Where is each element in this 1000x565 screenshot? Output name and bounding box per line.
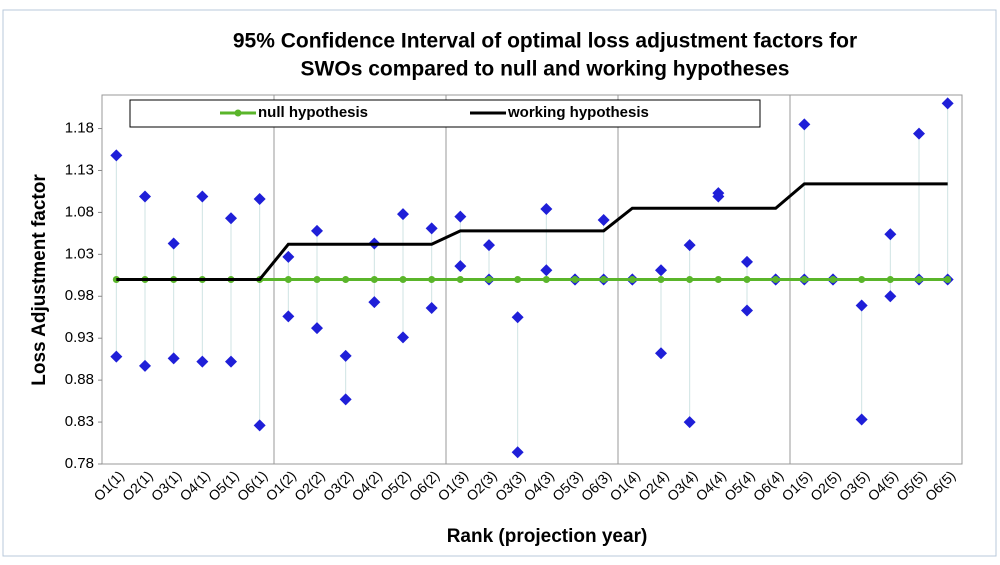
- series-marker: [829, 276, 837, 283]
- series-marker: [600, 276, 608, 283]
- interval-marker: [282, 250, 295, 263]
- series-marker: [858, 276, 866, 283]
- y-tick-label: 1.18: [65, 120, 94, 137]
- interval-marker: [884, 290, 897, 303]
- legend-label: null hypothesis: [258, 104, 368, 121]
- y-tick-label: 0.88: [65, 371, 94, 388]
- series-marker: [542, 276, 550, 283]
- y-tick-label: 0.93: [65, 329, 94, 346]
- interval-marker: [741, 255, 753, 268]
- series-marker: [428, 276, 436, 283]
- series-marker: [514, 276, 522, 283]
- series-marker: [657, 276, 665, 283]
- interval-marker: [110, 350, 123, 363]
- series-marker: [571, 276, 579, 283]
- interval-marker: [683, 239, 696, 252]
- y-tick-label: 0.83: [65, 413, 94, 430]
- series-marker: [800, 276, 808, 283]
- interval-marker: [167, 352, 180, 365]
- interval-marker: [196, 355, 209, 368]
- series-marker: [886, 276, 894, 283]
- x-axis-title: Rank (projection year): [447, 526, 648, 547]
- interval-marker: [511, 446, 524, 459]
- series-marker: [944, 276, 952, 283]
- series-line: [116, 182, 948, 281]
- interval-marker: [941, 97, 954, 110]
- interval-marker: [311, 322, 323, 335]
- interval-marker: [397, 208, 409, 221]
- y-tick-label: 1.03: [65, 245, 94, 262]
- series-marker: [772, 276, 780, 283]
- y-tick-label: 1.08: [65, 203, 94, 220]
- y-tick-label: 0.78: [65, 455, 94, 472]
- interval-marker: [540, 203, 553, 216]
- chart-title: SWOs compared to null and working hypoth…: [301, 58, 790, 81]
- interval-marker: [683, 416, 696, 429]
- interval-marker: [712, 190, 725, 203]
- interval-marker: [511, 311, 524, 324]
- series-marker: [743, 276, 751, 283]
- legend-marker: [234, 109, 242, 117]
- interval-marker: [483, 239, 495, 252]
- interval-marker: [110, 149, 123, 162]
- plot-area: [101, 94, 963, 465]
- legend-label: working hypothesis: [507, 104, 649, 121]
- chart-title: 95% Confidence Interval of optimal loss …: [233, 30, 857, 53]
- interval-marker: [311, 224, 323, 237]
- series-marker: [714, 276, 722, 283]
- interval-marker: [139, 190, 151, 203]
- series-marker: [284, 276, 292, 283]
- y-axis-title: Loss Adjustment factor: [29, 174, 50, 386]
- interval-marker: [913, 127, 925, 140]
- interval-marker: [196, 190, 209, 203]
- interval-marker: [368, 296, 381, 309]
- interval-marker: [253, 419, 266, 432]
- interval-marker: [339, 393, 352, 406]
- interval-marker: [655, 347, 667, 360]
- interval-marker: [741, 304, 753, 317]
- series-marker: [686, 276, 694, 283]
- y-tick-label: 0.98: [65, 287, 94, 304]
- interval-marker: [454, 260, 467, 273]
- interval-marker: [339, 349, 352, 362]
- interval-marker: [253, 192, 266, 205]
- interval-marker: [798, 118, 811, 131]
- chart-frame: [2, 9, 997, 557]
- interval-marker: [855, 413, 868, 426]
- series-marker: [313, 276, 321, 283]
- interval-marker: [597, 213, 610, 226]
- interval-marker: [139, 359, 151, 372]
- interval-marker: [167, 237, 180, 250]
- y-tick-label: 1.13: [65, 161, 94, 178]
- series-marker: [370, 276, 378, 283]
- interval-marker: [225, 212, 237, 225]
- interval-marker: [884, 228, 897, 241]
- series-marker: [628, 276, 636, 283]
- series-marker: [915, 276, 923, 283]
- interval-marker: [855, 299, 868, 312]
- interval-marker: [282, 310, 295, 323]
- series-marker: [456, 276, 464, 283]
- series-marker: [485, 276, 493, 283]
- interval-marker: [425, 222, 438, 235]
- interval-marker: [425, 302, 438, 315]
- interval-marker: [540, 264, 553, 277]
- interval-marker: [655, 264, 667, 277]
- interval-marker: [397, 331, 409, 344]
- series-marker: [399, 276, 407, 283]
- interval-marker: [225, 355, 237, 368]
- series-marker: [342, 276, 350, 283]
- interval-marker: [454, 210, 467, 223]
